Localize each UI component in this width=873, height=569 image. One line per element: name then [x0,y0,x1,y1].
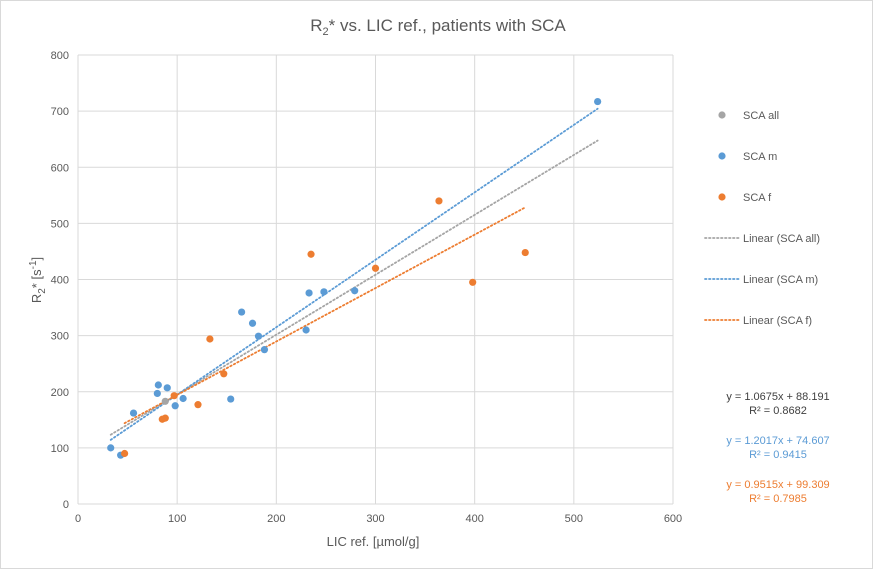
point-sca-m [238,308,246,316]
point-sca-f [170,392,178,400]
y-axis-title: R2* [s-1] [28,257,48,303]
point-sca-f [307,250,315,258]
point-sca-m [163,384,171,392]
legend-label-sca-all: SCA all [743,110,779,122]
y-tick-label: 800 [51,50,69,62]
x-axis-ticks: 0 100 200 300 400 500 600 [75,513,682,525]
chart-title: R2* vs. LIC ref., patients with SCA [310,16,566,38]
point-sca-m [107,444,115,452]
x-tick-label: 0 [75,513,81,525]
point-sca-f [521,248,529,257]
trendline-equation: y = 1.0675x + 88.191 [726,391,829,403]
point-sca-f [469,278,477,286]
y-tick-label: 600 [51,162,69,174]
point-sca-m [179,394,187,403]
x-tick-label: 200 [267,513,285,525]
legend-label-sca-m: SCA m [743,151,777,163]
x-tick-label: 500 [565,513,583,525]
y-tick-label: 300 [51,331,69,343]
legend-label-sca-f: SCA f [743,192,772,204]
point-sca-m [302,326,310,334]
point-sca-all [161,397,169,405]
x-tick-label: 400 [465,513,483,525]
point-sca-m [260,346,269,354]
point-sca-m [254,332,263,340]
legend: SCA all SCA m SCA f Linear (SCA all) Linear … [704,110,820,327]
y-axis-ticks: 0 100 200 300 400 500 600 700 800 [51,50,69,511]
trendline-r-squared: R² = 0.9415 [749,449,807,461]
trendline-r-squared: R² = 0.7985 [749,493,807,505]
trendline-equations: y = 1.0675x + 88.191 R² = 0.8682 y = 1.201… [726,391,829,505]
trendline-linear-sca-m [109,107,599,441]
y-tick-label: 200 [51,387,69,399]
point-sca-m [320,288,328,296]
x-tick-label: 600 [664,513,682,525]
point-sca-m [305,289,313,297]
x-tick-label: 300 [366,513,384,525]
point-sca-f [206,335,214,343]
trendline-equation: y = 0.9515x + 99.309 [726,479,829,491]
x-axis-title: LIC ref. [µmol/g] [327,534,420,549]
point-sca-m [153,389,161,398]
y-tick-label: 0 [63,499,69,511]
legend-label-linear-sca-m: Linear (SCA m) [743,274,818,286]
legend-marker-sca-f [718,193,726,201]
trendline-linear-sca-f [123,206,527,425]
y-tick-label: 400 [51,275,69,287]
point-sca-f [371,264,380,272]
trendlines [109,107,599,441]
point-sca-m [154,381,162,389]
point-sca-m [129,409,138,417]
legend-marker-sca-m [718,152,726,160]
trendline-equation: y = 1.2017x + 74.607 [726,435,829,447]
y-tick-label: 700 [51,106,69,118]
legend-marker-sca-all [718,111,726,119]
point-sca-m [171,402,179,410]
legend-label-linear-sca-f: Linear (SCA f) [743,315,812,327]
y-tick-label: 500 [51,218,69,230]
point-sca-m [351,287,359,295]
trendline-r-squared: R² = 0.8682 [749,405,807,417]
point-sca-m [248,319,257,327]
y-tick-label: 100 [51,443,69,455]
legend-label-linear-sca-all: Linear (SCA all) [743,233,820,245]
gridlines [77,54,674,505]
data-points [107,97,602,459]
point-sca-f [435,197,443,205]
point-sca-f [220,370,228,378]
x-tick-label: 100 [168,513,186,525]
point-sca-m [594,97,602,106]
point-sca-f [161,414,169,422]
point-sca-f [121,449,129,458]
point-sca-f [194,401,202,409]
point-sca-m [227,395,235,403]
